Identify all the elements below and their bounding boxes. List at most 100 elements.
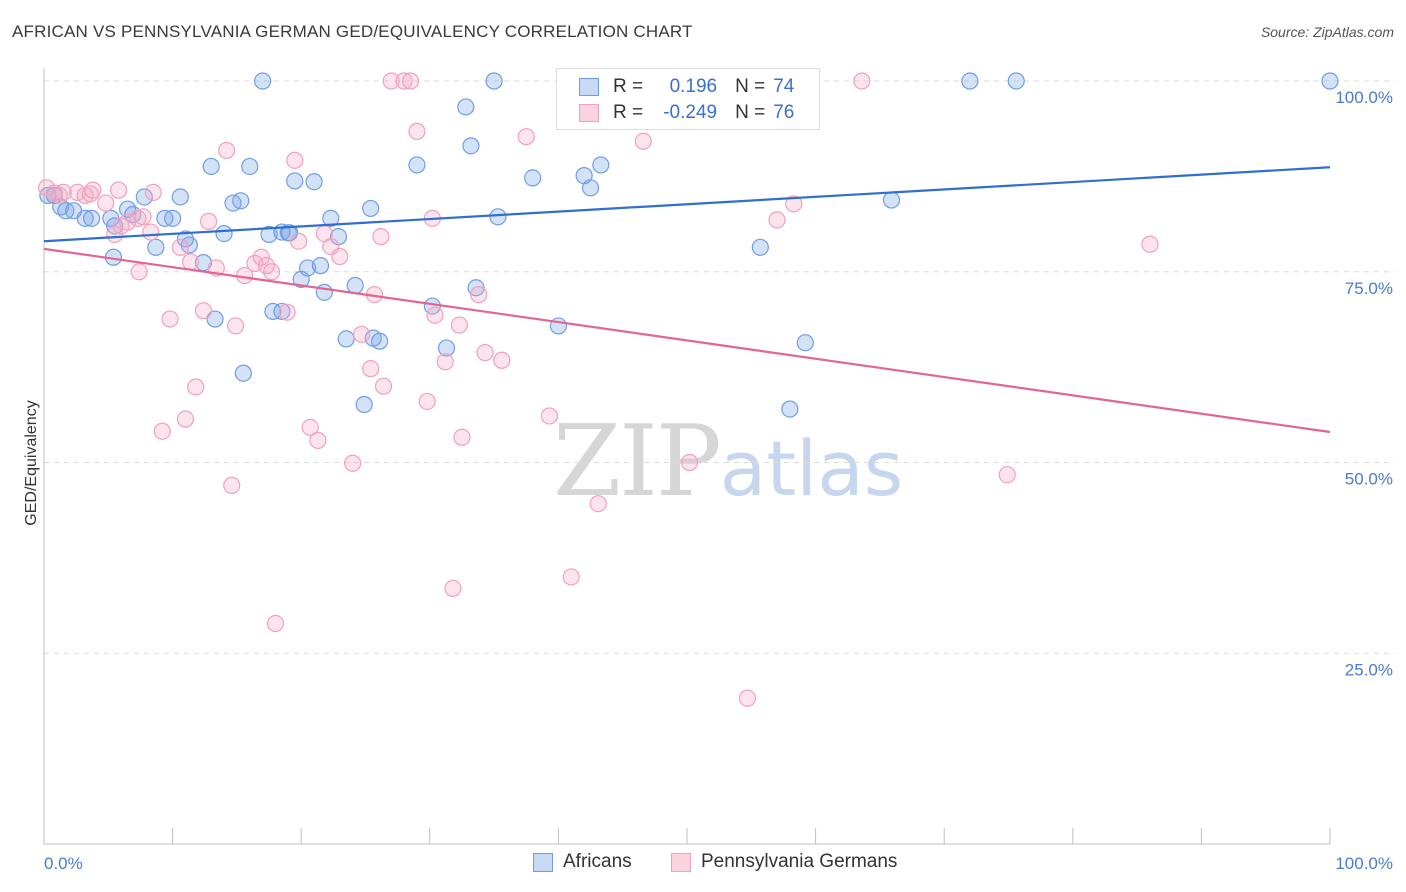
- pennsylvania-germans-point: [286, 151, 304, 169]
- y-tick-label: 75.0%: [1345, 279, 1393, 298]
- pennsylvania-germans-point: [853, 72, 871, 90]
- legend-item-pennsylvania-germans: Pennsylvania Germans: [671, 851, 897, 873]
- pennsylvania-germans-point: [436, 353, 454, 371]
- africans-point: [147, 238, 165, 256]
- pennsylvania-germans-point: [418, 392, 436, 411]
- africans-point: [299, 259, 317, 277]
- africans-point: [882, 191, 901, 209]
- africans-point: [408, 156, 426, 174]
- pennsylvania-germans-point: [176, 410, 195, 428]
- africans-point: [524, 169, 542, 187]
- pennsylvania-germans-point: [408, 122, 426, 140]
- pennsylvania-germans-point: [634, 132, 652, 150]
- pennsylvania-germans-point: [453, 428, 471, 446]
- africans-point: [135, 188, 153, 206]
- pennsylvania-germans-point: [194, 302, 213, 320]
- africans-point: [485, 72, 503, 90]
- pennsylvania-germans-point: [161, 310, 179, 328]
- africans-point: [232, 192, 250, 210]
- africans-point: [796, 334, 814, 352]
- pennsylvania-germans-point: [227, 317, 245, 335]
- pennsylvania-germans-point: [331, 247, 349, 266]
- legend-swatch-africans: [533, 852, 553, 872]
- africans-point: [346, 276, 364, 295]
- series-legend: Africans Pennsylvania Germans: [0, 851, 1406, 877]
- pennsylvania-germans-point: [223, 476, 241, 494]
- pennsylvania-germans-point: [109, 181, 128, 199]
- africans-point: [202, 157, 220, 176]
- africans-point: [234, 364, 252, 382]
- pennsylvania-germans-point: [134, 208, 152, 226]
- pennsylvania-germans-point: [382, 72, 400, 90]
- pennsylvania-germans-point: [738, 689, 757, 707]
- pennsylvania-germans-point: [182, 253, 200, 271]
- pennsylvania-germans-point: [680, 453, 699, 472]
- pennsylvania-germans-point: [130, 263, 148, 281]
- legend-swatch-pennsylvania-germans: [671, 852, 691, 872]
- pennsylvania-germans-point: [54, 183, 72, 201]
- x-tick-label-min: 0.0%: [44, 854, 83, 873]
- legend-row-pennsylvania-germans: R = -0.249 N = 76: [579, 100, 794, 126]
- africans-point: [337, 330, 355, 348]
- africans-point: [371, 332, 389, 350]
- x-tick-label-max: 100.0%: [1335, 854, 1393, 873]
- pennsylvania-germans-point: [290, 232, 308, 250]
- africans-point: [76, 209, 94, 227]
- pennsylvania-germans-point: [374, 377, 393, 395]
- africans-n-value: 74: [773, 76, 795, 97]
- africans-n-label: N =: [735, 76, 766, 97]
- trend-lines: [43, 166, 1331, 434]
- africans-swatch: [579, 78, 599, 96]
- africans-point: [241, 157, 259, 176]
- pennsylvania-germans-point: [768, 211, 786, 229]
- pennsylvania-germans-point: [266, 614, 285, 633]
- pennsylvania-germans-point: [218, 141, 236, 160]
- africans-point: [1321, 72, 1339, 90]
- africans-point: [273, 302, 291, 321]
- axis-labels: 25.0% 50.0% 75.0% 100.0% 0.0% 100.0% GED/Equiv…: [23, 88, 1393, 873]
- pennsylvania-germans-point: [153, 422, 171, 440]
- correlation-legend: R = 0.196 N = 74 R = -0.249 N = 76: [556, 68, 820, 130]
- pennsylvania-germans-point: [372, 228, 390, 246]
- africans-point: [581, 179, 600, 197]
- africans-point: [215, 225, 233, 243]
- africans-point: [322, 209, 340, 227]
- pennsylvania-germans-point: [344, 454, 362, 472]
- africans-trend-line: [43, 166, 1331, 243]
- pennsylvania-germans-point: [353, 325, 371, 343]
- pg-r-label: R =: [613, 102, 644, 123]
- pennsylvania-germans-point: [426, 306, 444, 324]
- pennsylvania-germans-point: [263, 263, 281, 281]
- pennsylvania-germans-point: [362, 360, 380, 378]
- pennsylvania-germans-point: [540, 407, 558, 425]
- africans-point: [164, 209, 182, 227]
- pg-n-value: 76: [773, 102, 795, 123]
- pennsylvania-germans-point: [97, 194, 115, 212]
- pennsylvania-germans-point: [84, 181, 102, 199]
- pennsylvania-germans-point: [301, 418, 319, 437]
- africans-point: [751, 238, 769, 256]
- pennsylvania-germans-point: [476, 344, 494, 362]
- africans-point: [171, 188, 189, 206]
- pennsylvania-germans-point: [1141, 235, 1159, 253]
- watermark: ZIPatlas: [553, 405, 903, 519]
- legend-label-africans: Africans: [563, 851, 632, 872]
- y-tick-label: 100.0%: [1335, 88, 1393, 107]
- africans-point: [457, 98, 475, 116]
- africans-point: [82, 209, 101, 227]
- africans-point: [961, 72, 979, 90]
- watermark-atlas: atlas: [719, 424, 904, 513]
- africans-point: [592, 156, 610, 174]
- pennsylvania-germans-point: [470, 286, 488, 304]
- africans-r-label: R =: [613, 76, 644, 97]
- pennsylvania-germans-point: [450, 316, 468, 334]
- africans-point: [462, 137, 480, 155]
- pennsylvania-germans-swatch: [579, 104, 599, 122]
- africans-point: [311, 257, 330, 275]
- pennsylvania-germans-point: [252, 248, 270, 266]
- pennsylvania-germans-point: [309, 431, 327, 449]
- legend-row-africans: R = 0.196 N = 74: [579, 74, 794, 100]
- africans-points: [39, 72, 1339, 418]
- africans-point: [260, 225, 278, 243]
